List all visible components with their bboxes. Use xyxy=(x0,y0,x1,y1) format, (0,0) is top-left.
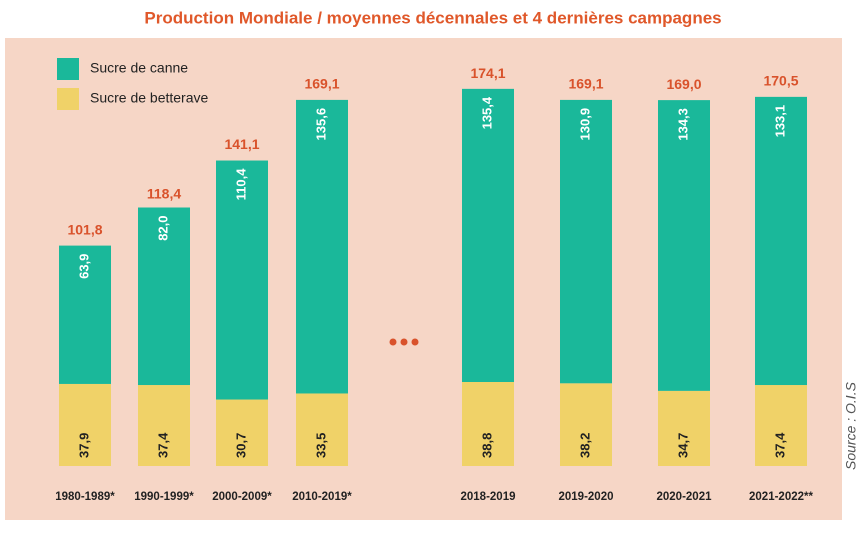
value-label: 37,9 xyxy=(76,433,91,458)
x-tick-label: 2019-2020 xyxy=(559,491,614,503)
x-tick-label: 1990-1999* xyxy=(134,491,194,503)
bar-segment xyxy=(560,383,612,466)
value-label: 34,7 xyxy=(675,433,690,458)
gap-dot xyxy=(400,338,408,346)
value-label: 38,2 xyxy=(577,433,592,458)
value-label: 135,4 xyxy=(479,96,494,129)
value-label: 135,6 xyxy=(313,108,328,141)
value-label: 110,4 xyxy=(233,168,248,201)
x-tick-label: 2021-2022** xyxy=(749,491,813,503)
bar-segment xyxy=(296,99,348,394)
gap-dot xyxy=(411,338,419,346)
total-label: 174,1 xyxy=(470,65,505,81)
x-tick-label: 1980-1989* xyxy=(55,491,115,503)
value-label: 37,4 xyxy=(155,432,170,458)
bar-segment xyxy=(755,385,807,466)
bar-segment xyxy=(658,100,710,391)
x-tick-label: 2020-2021 xyxy=(657,491,713,503)
legend-swatch xyxy=(57,88,79,110)
bar-segment xyxy=(658,390,710,466)
total-label: 141,1 xyxy=(224,136,259,152)
bar-segment xyxy=(296,393,348,466)
bar-segment xyxy=(138,385,190,466)
x-tick-label: 2000-2009* xyxy=(212,491,272,503)
bar-segment xyxy=(216,399,268,466)
bar-segment xyxy=(138,207,190,386)
total-label: 101,8 xyxy=(67,221,102,237)
source: Source : O.I.S xyxy=(843,381,859,470)
value-label: 38,8 xyxy=(479,433,494,458)
value-label: 134,3 xyxy=(675,108,690,141)
bar-segment xyxy=(462,88,514,382)
total-label: 169,0 xyxy=(666,76,701,92)
bar-segment xyxy=(560,99,612,384)
legend-swatch xyxy=(57,58,79,80)
value-label: 37,4 xyxy=(772,432,787,458)
value-label: 63,9 xyxy=(76,254,91,279)
total-label: 169,1 xyxy=(304,76,339,92)
value-label: 130,9 xyxy=(577,108,592,141)
chart-title: Production Mondiale / moyennes décennale… xyxy=(144,8,721,27)
bar-segment xyxy=(59,383,111,466)
total-label: 118,4 xyxy=(147,185,181,201)
total-label: 170,5 xyxy=(763,73,798,89)
value-label: 33,5 xyxy=(313,433,328,458)
value-label: 82,0 xyxy=(155,215,170,240)
plot-background xyxy=(5,38,842,520)
total-label: 169,1 xyxy=(568,76,603,92)
bar-segment xyxy=(462,381,514,466)
bar-segment xyxy=(59,245,111,384)
value-label: 30,7 xyxy=(233,433,248,458)
x-tick-label: 2018-2019 xyxy=(461,491,516,503)
bar-segment xyxy=(755,96,807,386)
value-label: 133,1 xyxy=(772,105,787,138)
bar-segment xyxy=(216,160,268,400)
legend-label: Sucre de betterave xyxy=(90,90,209,106)
x-tick-label: 2010-2019* xyxy=(292,491,352,503)
legend-label: Sucre de canne xyxy=(90,60,188,76)
gap-dot xyxy=(389,338,397,346)
